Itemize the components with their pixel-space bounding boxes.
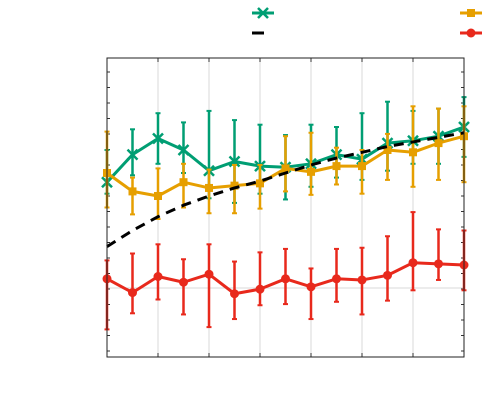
plot-frame [106, 57, 465, 358]
data-point-red [434, 259, 443, 269]
legend-entry-green [252, 7, 274, 19]
data-point-red [230, 289, 239, 299]
data-point-yellow [230, 181, 239, 190]
data-point-red [383, 270, 392, 280]
data-point-yellow [154, 192, 162, 200]
data-point-red [179, 277, 188, 287]
data-point-yellow [205, 183, 213, 192]
data-point-red [466, 28, 476, 38]
data-point-green [257, 7, 269, 19]
plot-grid [107, 58, 464, 357]
data-point-yellow [467, 9, 475, 17]
series-black [106, 131, 465, 248]
data-point-yellow [128, 187, 137, 196]
legend-entry-yellow [460, 9, 482, 17]
data-point-yellow [281, 164, 290, 173]
data-point-yellow [256, 179, 264, 188]
data-point-red [357, 275, 367, 285]
data-point-red [332, 274, 341, 284]
data-point-yellow [434, 139, 443, 148]
data-point-red [306, 282, 316, 292]
data-point-yellow [307, 167, 315, 176]
data-point-red [408, 258, 418, 268]
legend [252, 7, 482, 38]
data-point-red [281, 274, 290, 284]
series-layer [101, 96, 470, 331]
data-point-green [228, 155, 241, 168]
series-line-black [106, 131, 465, 248]
data-point-red [255, 284, 265, 294]
data-point-green [152, 132, 164, 145]
data-point-yellow [358, 162, 366, 171]
data-point-green [126, 148, 139, 161]
legend-entry-red [460, 28, 482, 38]
data-point-yellow [409, 148, 417, 157]
data-point-yellow [179, 178, 188, 187]
data-point-red [153, 272, 163, 281]
series-red [102, 211, 469, 331]
data-point-yellow [332, 162, 341, 171]
data-point-red [204, 269, 214, 279]
data-point-red [128, 288, 137, 298]
data-point-yellow [383, 146, 392, 154]
data-point-green [177, 144, 190, 156]
